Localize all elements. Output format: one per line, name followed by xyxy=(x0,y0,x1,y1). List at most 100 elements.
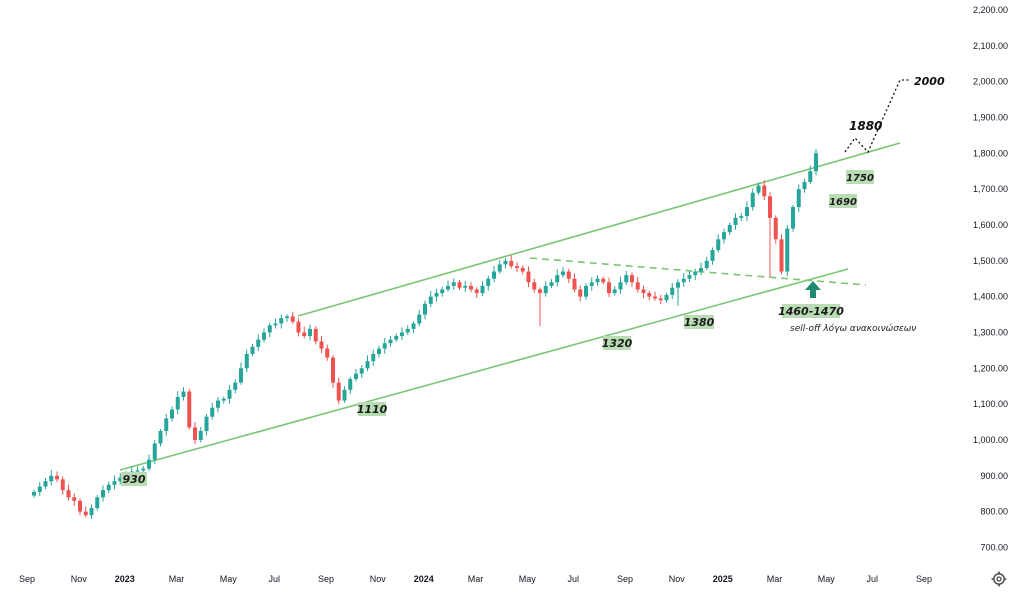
price-label-box xyxy=(829,194,857,208)
x-tick-label: Sep xyxy=(19,574,35,584)
channel-lower-line xyxy=(119,268,849,471)
candle-body xyxy=(204,416,209,432)
candle-body xyxy=(66,490,71,498)
candle-body xyxy=(543,285,548,294)
candle-body xyxy=(526,271,531,283)
x-tick-label: Jul xyxy=(866,574,878,584)
target-label: 1880 xyxy=(849,119,882,133)
x-tick-label: Sep xyxy=(318,574,334,584)
y-tick-label: 1,800.00 xyxy=(973,148,1008,158)
candle-body xyxy=(722,232,726,240)
candle-body xyxy=(296,321,301,333)
resistance-dashed-line xyxy=(529,257,867,286)
candle-body xyxy=(768,196,772,218)
candle-body xyxy=(555,275,560,283)
candle-body xyxy=(37,486,42,492)
candle-body xyxy=(118,477,123,482)
candle-body xyxy=(210,407,215,417)
candle-body xyxy=(336,382,341,401)
x-tick-label: May xyxy=(519,574,537,584)
candle-body xyxy=(377,348,381,354)
candle-body xyxy=(578,289,583,297)
x-tick-label: Nov xyxy=(669,574,686,584)
candle-body xyxy=(808,171,813,182)
candle-body xyxy=(670,287,675,295)
x-tick-label: Jul xyxy=(268,574,280,584)
candle-body xyxy=(635,282,640,290)
candle-body xyxy=(624,275,629,283)
y-tick-label: 2,200.00 xyxy=(973,5,1008,15)
candle-body xyxy=(267,325,272,333)
candle-body xyxy=(750,192,755,208)
candle-body xyxy=(681,278,686,283)
candle-body xyxy=(515,266,519,268)
candle-body xyxy=(584,285,588,297)
candle-body xyxy=(653,296,657,299)
candle-body xyxy=(175,396,180,410)
candle-body xyxy=(630,275,634,283)
price-label-box xyxy=(358,402,386,416)
candle-body xyxy=(486,278,491,286)
y-tick-label: 1,900.00 xyxy=(973,112,1008,122)
candle-body xyxy=(250,346,255,354)
y-tick-label: 1,100.00 xyxy=(973,399,1008,409)
candle-body xyxy=(158,431,163,444)
candle-body xyxy=(244,353,249,369)
candle-body xyxy=(756,185,761,193)
up-arrow-icon xyxy=(805,281,821,298)
candle-body xyxy=(745,207,749,217)
candle-body xyxy=(147,459,151,469)
candle-body xyxy=(32,491,36,496)
candle-body xyxy=(348,379,353,390)
candle-body xyxy=(135,470,140,472)
candle-body xyxy=(687,275,692,279)
y-tick-label: 1,600.00 xyxy=(973,220,1008,230)
candle-body xyxy=(618,282,623,290)
projection-dotted-path xyxy=(844,79,909,154)
candle-body xyxy=(198,431,203,440)
candle-body xyxy=(89,508,94,516)
price-label-box xyxy=(121,472,147,486)
candle-body xyxy=(394,336,399,340)
candle-body xyxy=(262,332,266,340)
candle-body xyxy=(101,490,105,498)
candle-body xyxy=(181,391,186,397)
candle-body xyxy=(423,303,427,315)
candle-body xyxy=(342,389,347,401)
candle-body xyxy=(187,391,192,428)
candle-body xyxy=(72,497,77,501)
gear-icon xyxy=(991,571,1007,587)
candle-body xyxy=(601,278,606,283)
x-tick-label: May xyxy=(220,574,238,584)
candle-body xyxy=(227,389,232,399)
y-tick-label: 2,100.00 xyxy=(973,41,1008,51)
x-tick-label: Jul xyxy=(567,574,579,584)
candle-body xyxy=(733,217,738,225)
candle-body xyxy=(607,282,611,294)
candle-body xyxy=(589,282,594,286)
price-labels: 930 1110 1320 1380 1460-1470 1690 1750 sell-off… xyxy=(121,75,945,486)
candle-body xyxy=(785,228,790,272)
x-tick-label: Sep xyxy=(916,574,932,584)
x-tick-label: 2023 xyxy=(115,574,135,584)
candle-body xyxy=(95,497,100,509)
candle-body xyxy=(779,239,784,272)
candle-body xyxy=(704,260,709,268)
candle-body xyxy=(474,289,479,294)
candle-body xyxy=(417,314,422,324)
candle-body xyxy=(693,271,698,276)
y-tick-label: 1,400.00 xyxy=(973,292,1008,302)
x-tick-label: Nov xyxy=(71,574,88,584)
candle-body xyxy=(49,475,54,482)
candle-body xyxy=(331,357,335,383)
candle-body xyxy=(509,260,514,267)
x-tick-label: 2024 xyxy=(414,574,434,584)
candle-body xyxy=(106,484,111,491)
price-label-text: 1380 xyxy=(684,316,715,329)
chart-settings-button[interactable] xyxy=(991,571,1007,587)
price-label-box xyxy=(782,304,840,318)
price-label-text: 1690 xyxy=(829,197,857,208)
candle-body xyxy=(428,296,433,304)
candle-body xyxy=(520,267,525,272)
candle-body xyxy=(549,282,554,286)
